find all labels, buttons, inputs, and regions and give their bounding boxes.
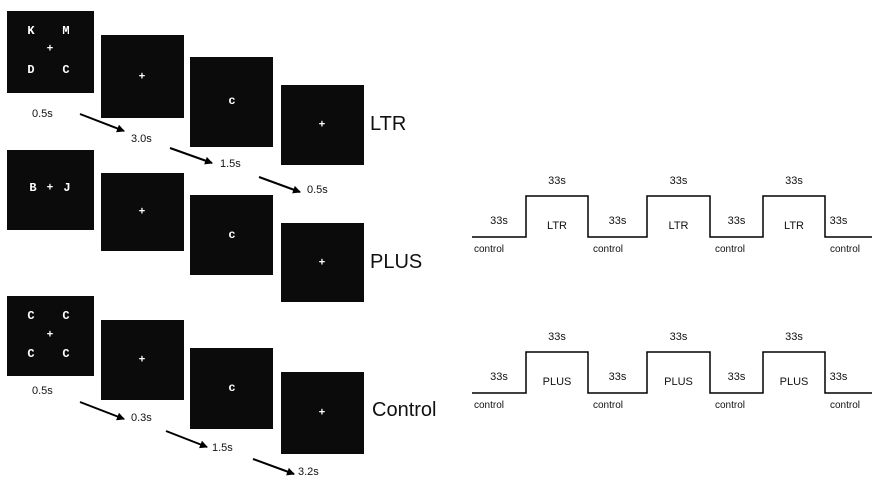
control-frame-2: +	[101, 320, 184, 400]
ltr-arrow-3	[258, 176, 301, 194]
ltr-condition-label: LTR	[370, 113, 407, 135]
ltr-letter-m: M	[62, 24, 70, 38]
control-duration-2: 0.3s	[131, 412, 152, 424]
block-ltr-baseline-label-1: control	[474, 244, 504, 255]
block-plus-waveform	[472, 351, 872, 394]
control-frame-3-letter: c	[228, 381, 236, 395]
control-condition-label: Control	[372, 399, 437, 421]
ltr-duration-1: 0.5s	[32, 108, 53, 120]
control-letter-tr: C	[62, 309, 70, 323]
block-ltr-baseline-duration-1: 33s	[490, 215, 508, 227]
ltr-frame-3-letter: c	[228, 94, 236, 108]
plus-condition-label: PLUS	[370, 251, 423, 273]
plus-frame-1: B + J	[7, 150, 94, 230]
control-letter-bl: C	[27, 347, 35, 361]
ltr-letter-c: C	[62, 63, 70, 77]
plus-frame-3-letter: c	[228, 228, 236, 242]
block-ltr-baseline-label-4: control	[830, 244, 860, 255]
block-plus-baseline-label-3: control	[715, 400, 745, 411]
control-letter-br: C	[62, 347, 70, 361]
control-duration-4: 3.2s	[298, 466, 319, 478]
ltr-arrow-1	[79, 113, 125, 133]
control-duration-3: 1.5s	[212, 442, 233, 454]
ltr-frame-4: +	[281, 85, 364, 165]
block-ltr-baseline-duration-3: 33s	[728, 215, 746, 227]
ltr-frame-2: +	[101, 35, 184, 118]
block-plus-task-duration-2: 33s	[670, 331, 688, 343]
plus-fixation-cross: +	[46, 181, 54, 194]
block-ltr-baseline-label-2: control	[593, 244, 623, 255]
block-ltr-task-label-1: LTR	[547, 220, 567, 232]
control-duration-1: 0.5s	[32, 385, 53, 397]
control-arrow-3	[252, 458, 295, 476]
control-frame-1: C C + C C	[7, 296, 94, 376]
block-ltr-baseline-duration-4: 33s	[830, 215, 848, 227]
ltr-duration-3: 1.5s	[220, 158, 241, 170]
block-plus-baseline-duration-2: 33s	[609, 371, 627, 383]
block-ltr-baseline-duration-2: 33s	[609, 215, 627, 227]
control-frame-3: c	[190, 348, 273, 429]
block-plus-task-label-3: PLUS	[780, 376, 809, 388]
ltr-frame-1: K M + D C	[7, 11, 94, 93]
block-plus-baseline-label-4: control	[830, 400, 860, 411]
block-ltr-baseline-label-3: control	[715, 244, 745, 255]
ltr-letter-d: D	[27, 63, 35, 77]
block-plus-task-duration-1: 33s	[548, 331, 566, 343]
control-arrow-1	[79, 401, 125, 421]
plus-frame-4: +	[281, 223, 364, 302]
ltr-duration-2: 3.0s	[131, 133, 152, 145]
ltr-arrow-2	[169, 147, 213, 165]
block-plus-baseline-duration-3: 33s	[728, 371, 746, 383]
block-plus-task-label-2: PLUS	[664, 376, 693, 388]
ltr-fixation-cross: +	[46, 42, 54, 55]
block-ltr-task-duration-2: 33s	[670, 175, 688, 187]
plus-frame-4-cross: +	[318, 256, 326, 269]
block-plus-baseline-duration-1: 33s	[490, 371, 508, 383]
plus-letter-b: B	[29, 181, 37, 195]
ltr-frame-4-cross: +	[318, 118, 326, 131]
control-fixation-cross: +	[46, 328, 54, 341]
control-frame-2-cross: +	[138, 353, 146, 366]
block-plus-baseline-label-2: control	[593, 400, 623, 411]
ltr-frame-2-cross: +	[138, 70, 146, 83]
plus-frame-2-cross: +	[138, 205, 146, 218]
block-ltr-task-label-2: LTR	[669, 220, 689, 232]
control-frame-4-cross: +	[318, 406, 326, 419]
control-frame-4: +	[281, 372, 364, 454]
plus-letter-j: J	[63, 181, 71, 195]
plus-frame-2: +	[101, 173, 184, 251]
control-arrow-2	[165, 430, 208, 449]
control-letter-tl: C	[27, 309, 35, 323]
block-ltr-task-label-3: LTR	[784, 220, 804, 232]
plus-frame-3: c	[190, 195, 273, 275]
ltr-duration-4: 0.5s	[307, 184, 328, 196]
block-ltr-waveform	[472, 195, 872, 238]
block-plus-baseline-label-1: control	[474, 400, 504, 411]
ltr-frame-3: c	[190, 57, 273, 147]
ltr-letter-k: K	[27, 24, 35, 38]
block-ltr-task-duration-1: 33s	[548, 175, 566, 187]
block-plus-baseline-duration-4: 33s	[830, 371, 848, 383]
block-plus-task-label-1: PLUS	[543, 376, 572, 388]
block-ltr-task-duration-3: 33s	[785, 175, 803, 187]
block-plus-task-duration-3: 33s	[785, 331, 803, 343]
